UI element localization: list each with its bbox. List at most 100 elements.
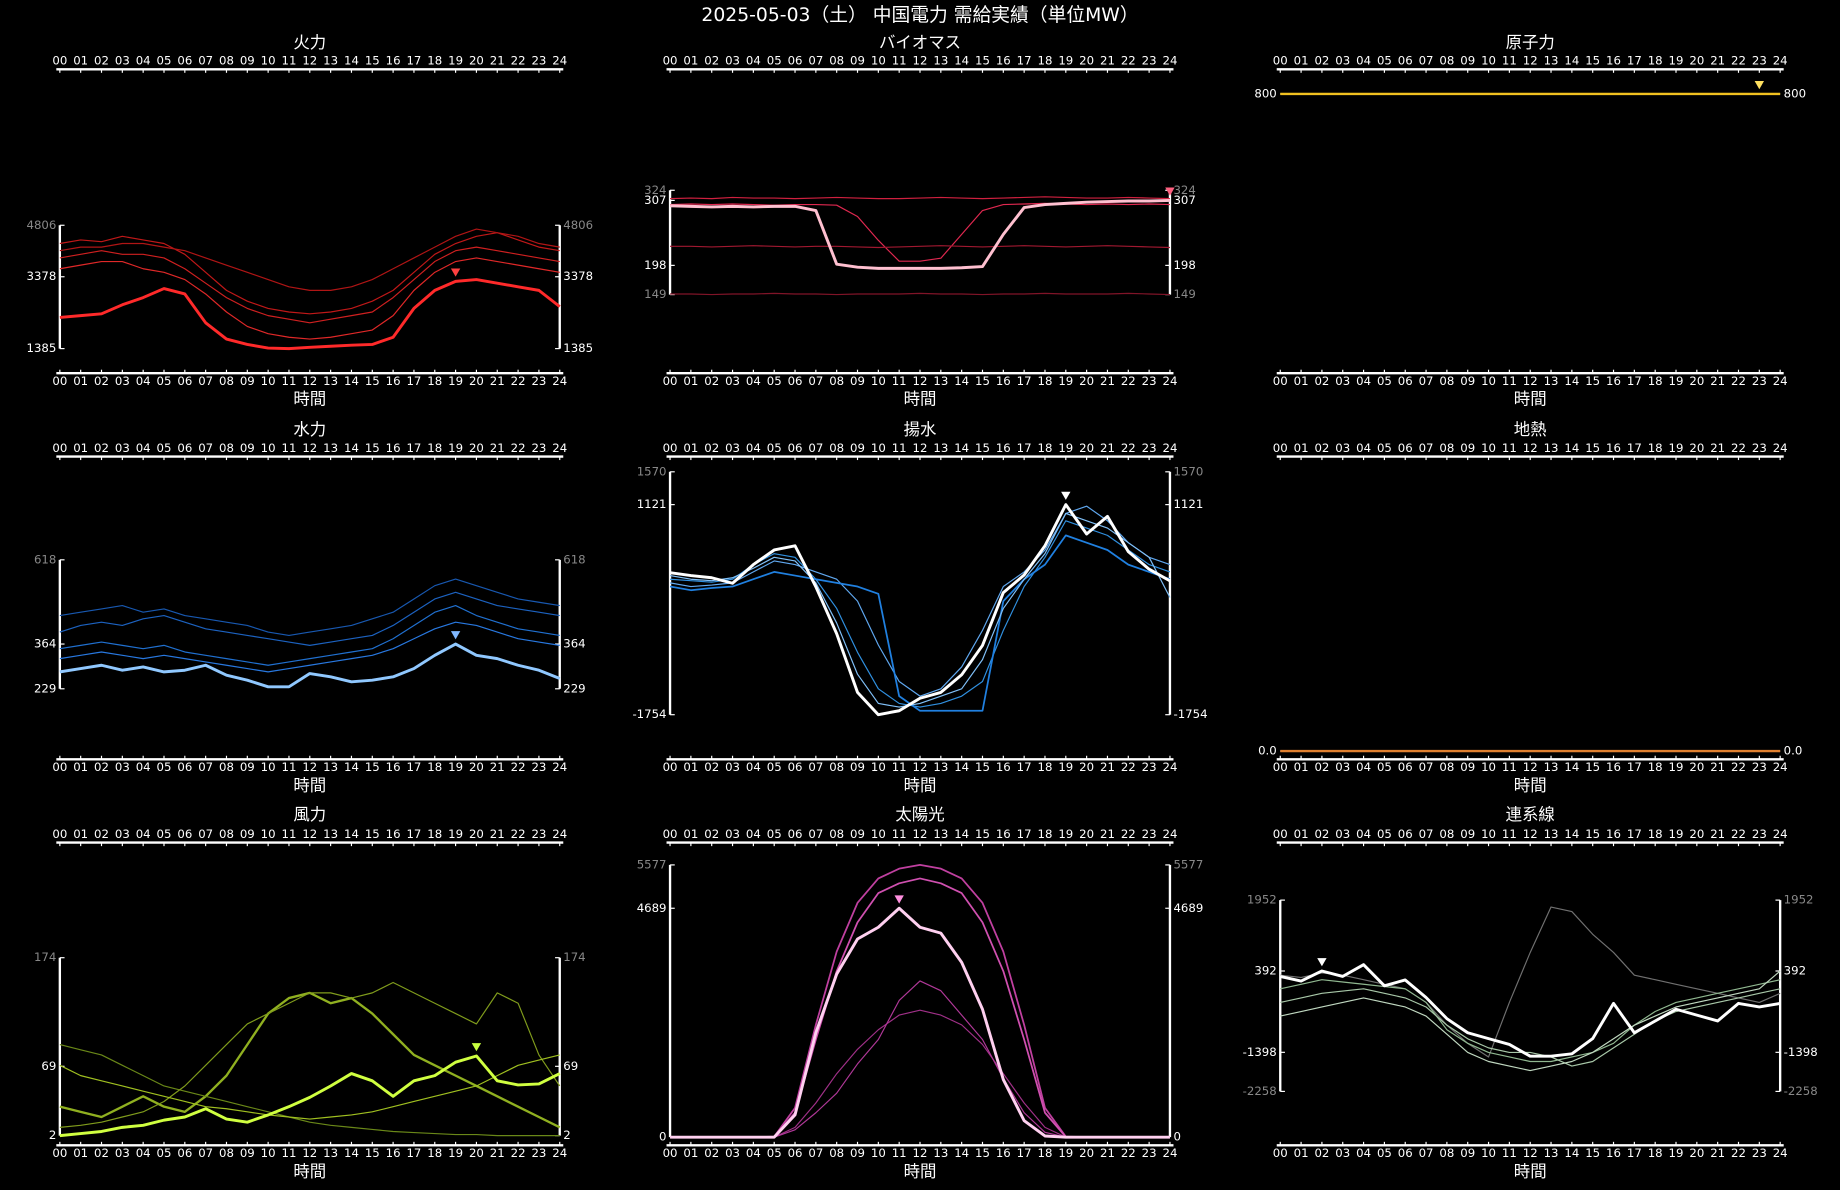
- x-tick-label: 01: [73, 54, 88, 68]
- x-tick-label: 08: [219, 827, 234, 841]
- x-tick-label: 19: [1669, 54, 1684, 68]
- x-tick-label: 16: [1606, 374, 1621, 388]
- x-tick-label: 08: [1439, 441, 1454, 455]
- x-tick-label: 15: [1585, 374, 1600, 388]
- x-tick-label: 15: [365, 54, 380, 68]
- y-tick-label: 149: [1173, 287, 1195, 301]
- x-tick-label: 03: [115, 827, 130, 841]
- x-tick-label: 22: [1731, 441, 1746, 455]
- series-line: [59, 621, 560, 673]
- x-tick-label: 09: [1460, 374, 1475, 388]
- x-tick-label: 19: [1058, 54, 1073, 68]
- x-tick-label: 23: [1142, 760, 1157, 774]
- x-tick-label: 02: [94, 374, 109, 388]
- y-tick-label: -1754: [1173, 707, 1207, 721]
- marker: [450, 631, 461, 640]
- series-line: [670, 292, 1170, 296]
- x-tick-label: 17: [1017, 1146, 1032, 1160]
- x-tick-label: 13: [933, 1146, 948, 1160]
- y-tick-label: 307: [1173, 193, 1195, 207]
- x-tick-label: 11: [1502, 54, 1517, 68]
- x-tick-label: 01: [683, 374, 698, 388]
- x-tick-label: 17: [1017, 374, 1032, 388]
- x-tick-label: 20: [1079, 441, 1094, 455]
- x-tick-label: 08: [829, 374, 844, 388]
- x-tick-label: 13: [1544, 374, 1559, 388]
- x-tick-label: 02: [704, 1146, 719, 1160]
- x-tick-label: 05: [1377, 1146, 1392, 1160]
- x-tick-label: 03: [1335, 441, 1350, 455]
- x-tick-label: 03: [1335, 54, 1350, 68]
- x-tick-label: 15: [975, 760, 990, 774]
- y-tick-label: 0.0: [1258, 744, 1277, 758]
- x-tick-label: 12: [1523, 441, 1538, 455]
- x-tick-label: 00: [663, 827, 678, 841]
- x-tick-label: 15: [365, 441, 380, 455]
- x-tick-label: 07: [808, 827, 823, 841]
- x-tick-label: 08: [1439, 374, 1454, 388]
- x-tick-label: 14: [344, 441, 359, 455]
- marker: [1754, 80, 1765, 90]
- page-title: 2025-05-03（土） 中国電力 需給実績（単位MW）: [701, 4, 1138, 26]
- x-tick-label: 18: [1038, 374, 1053, 388]
- y-tick-label: 69: [41, 1059, 56, 1073]
- x-tick-label: 20: [1079, 1146, 1094, 1160]
- series-line: [59, 642, 561, 689]
- x-tick-label: 11: [282, 760, 297, 774]
- x-tick-label: 13: [323, 760, 338, 774]
- x-tick-label: 24: [1773, 1146, 1788, 1160]
- x-tick-label: 04: [1356, 1146, 1371, 1160]
- x-tick-label: 09: [850, 827, 865, 841]
- x-tick-label: 00: [1273, 54, 1288, 68]
- x-tick-label: 04: [746, 441, 761, 455]
- x-tick-label: 09: [1460, 54, 1475, 68]
- x-tick-label: 14: [1564, 54, 1579, 68]
- x-tick-label: 15: [975, 54, 990, 68]
- x-tick-label: 05: [1377, 374, 1392, 388]
- x-tick-label: 20: [1689, 760, 1704, 774]
- x-tick-label: 01: [1294, 54, 1309, 68]
- x-tick-label: 00: [1273, 374, 1288, 388]
- x-tick-label: 06: [1398, 827, 1413, 841]
- x-tick-label: 01: [683, 760, 698, 774]
- x-tick-label: 18: [427, 827, 442, 841]
- x-tick-label: 24: [1773, 827, 1788, 841]
- x-tick-label: 12: [302, 374, 317, 388]
- x-tick-label: 20: [469, 760, 484, 774]
- x-tick-label: 22: [511, 1146, 526, 1160]
- x-tick-label: 20: [1079, 54, 1094, 68]
- x-tick-label: 17: [1627, 54, 1642, 68]
- x-tick-label: 24: [1162, 374, 1177, 388]
- x-tick-label: 11: [282, 54, 297, 68]
- x-tick-label: 03: [725, 760, 740, 774]
- series-line: [669, 534, 1171, 712]
- x-tick-label: 03: [115, 374, 130, 388]
- x-tick-label: 14: [1564, 760, 1579, 774]
- x-tick-label: 17: [406, 1146, 421, 1160]
- x-tick-label: 01: [73, 827, 88, 841]
- series-line: [670, 198, 1170, 270]
- x-tick-label: 00: [52, 1146, 67, 1160]
- y-tick-label: 324: [644, 183, 666, 197]
- x-tick-label: 23: [1752, 827, 1767, 841]
- x-tick-label: 16: [386, 827, 401, 841]
- x-tick-label: 16: [386, 54, 401, 68]
- x-tick-label: 19: [448, 54, 463, 68]
- x-tick-label: 10: [261, 827, 276, 841]
- x-tick-label: 19: [448, 1146, 463, 1160]
- x-tick-label: 21: [1100, 374, 1115, 388]
- series-line: [670, 906, 1170, 1139]
- x-tick-label: 13: [933, 374, 948, 388]
- x-tick-label: 19: [448, 827, 463, 841]
- x-tick-label: 00: [52, 441, 67, 455]
- marker: [1317, 958, 1327, 967]
- chart-title: 風力: [293, 805, 326, 824]
- chart-title: 火力: [293, 33, 326, 52]
- x-tick-label: 17: [1627, 374, 1642, 388]
- x-tick-label: 16: [996, 1146, 1011, 1160]
- x-tick-label: 19: [1058, 374, 1073, 388]
- x-tick-label: 21: [1710, 1146, 1725, 1160]
- x-tick-label: 12: [913, 827, 928, 841]
- x-tick-label: 13: [323, 827, 338, 841]
